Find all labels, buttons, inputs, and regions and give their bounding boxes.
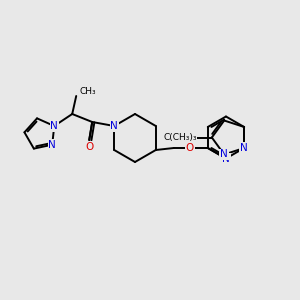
- Text: C(CH₃)₃: C(CH₃)₃: [163, 133, 196, 142]
- Text: CH₃: CH₃: [79, 86, 96, 95]
- Text: N: N: [48, 140, 56, 150]
- Text: N: N: [50, 121, 58, 131]
- Text: N: N: [110, 121, 118, 131]
- Text: N: N: [220, 149, 228, 160]
- Text: N: N: [222, 154, 230, 164]
- Text: O: O: [85, 142, 93, 152]
- Text: N: N: [240, 143, 248, 153]
- Text: O: O: [186, 143, 194, 153]
